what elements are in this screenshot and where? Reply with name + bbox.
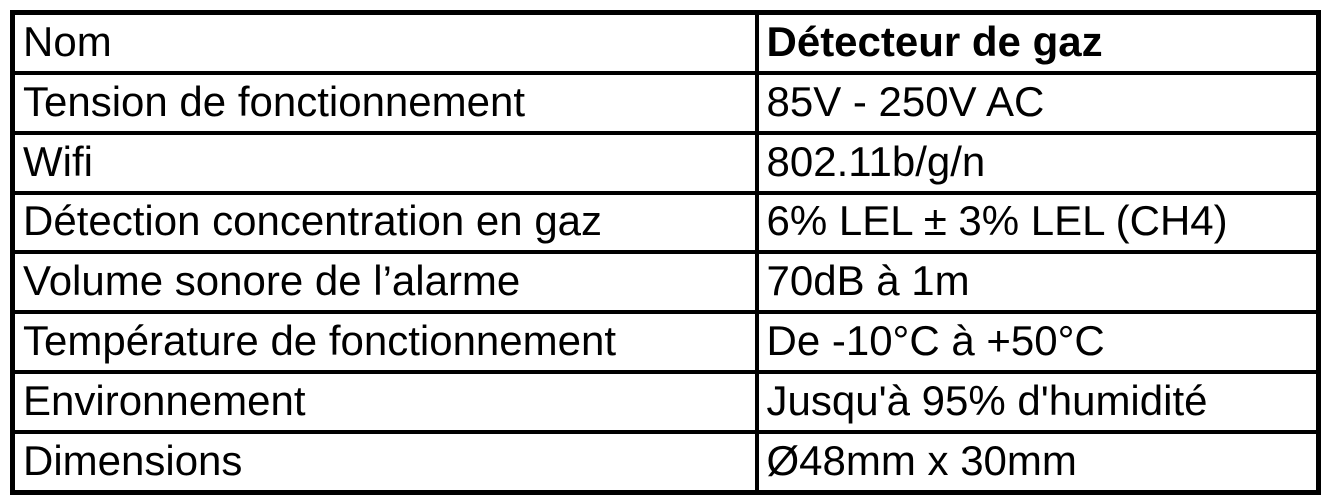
- spec-row-temperature: Température de fonctionnement De -10°C à…: [10, 310, 1321, 375]
- spec-value: De -10°C à +50°C: [754, 310, 1321, 375]
- spec-label: Wifi: [10, 130, 759, 195]
- spec-value: 85V - 250V AC: [754, 70, 1321, 135]
- spec-table: Nom Détecteur de gaz Tension de fonction…: [10, 10, 1321, 495]
- spec-label: Température de fonctionnement: [10, 310, 759, 375]
- spec-value: 6% LEL ± 3% LEL (CH4): [754, 190, 1321, 255]
- spec-label: Détection concentration en gaz: [10, 190, 759, 255]
- spec-value: Détecteur de gaz: [754, 10, 1321, 75]
- spec-row-dimensions: Dimensions Ø48mm x 30mm: [10, 430, 1321, 495]
- spec-row-tension: Tension de fonctionnement 85V - 250V AC: [10, 70, 1321, 135]
- spec-label: Volume sonore de l’alarme: [10, 250, 759, 315]
- spec-label: Tension de fonctionnement: [10, 70, 759, 135]
- spec-row-detection: Détection concentration en gaz 6% LEL ± …: [10, 190, 1321, 255]
- spec-label: Nom: [10, 10, 759, 75]
- spec-row-volume: Volume sonore de l’alarme 70dB à 1m: [10, 250, 1321, 315]
- spec-value: Ø48mm x 30mm: [754, 430, 1321, 495]
- spec-label: Dimensions: [10, 430, 759, 495]
- spec-row-wifi: Wifi 802.11b/g/n: [10, 130, 1321, 195]
- spec-value: 802.11b/g/n: [754, 130, 1321, 195]
- spec-value: Jusqu'à 95% d'humidité: [754, 370, 1321, 434]
- spec-value: 70dB à 1m: [754, 250, 1321, 315]
- spec-label: Environnement: [10, 370, 759, 434]
- spec-row-nom: Nom Détecteur de gaz: [10, 10, 1321, 75]
- spec-row-environnement: Environnement Jusqu'à 95% d'humidité: [10, 370, 1321, 434]
